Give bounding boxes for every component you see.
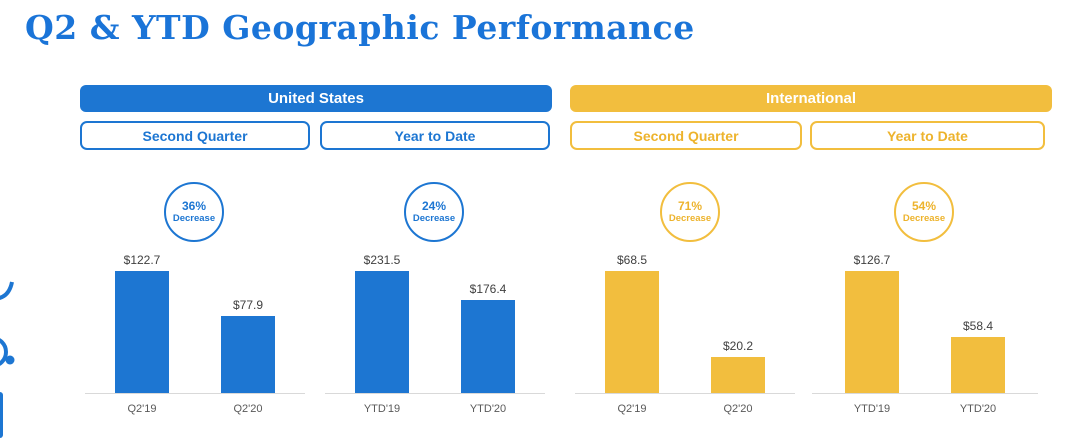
subheader-label: Second Quarter <box>633 127 739 144</box>
subheader-label: Year to Date <box>394 127 476 144</box>
bar-ytd-20 <box>461 300 515 393</box>
chart-intl-second-quarter: $68.5 $20.2 Q2'19 Q2'20 <box>575 236 795 415</box>
plot-area: $68.5 $20.2 <box>575 236 795 394</box>
bar-value-label: $20.2 <box>722 339 754 353</box>
subheader-us-year-to-date: Year to Date <box>320 121 550 150</box>
badge-percent: 71% <box>677 199 703 213</box>
x-axis: YTD'19 YTD'20 <box>812 403 1038 415</box>
x-axis-label: Q2'19 <box>617 403 647 415</box>
plot-area: $122.7 $77.9 <box>85 236 305 394</box>
magnifier-icon <box>0 281 15 438</box>
plot-area: $231.5 $176.4 <box>325 236 545 394</box>
badge-word: Decrease <box>902 213 946 224</box>
badge-us-ytd-decrease: 24% Decrease <box>404 182 464 242</box>
bar-group: $122.7 <box>115 253 169 393</box>
x-axis-label: Q2'19 <box>127 403 157 415</box>
plot-area: $126.7 $58.4 <box>812 236 1038 394</box>
bar-group: $176.4 <box>461 282 515 393</box>
x-axis-label: Q2'20 <box>233 403 263 415</box>
section-header-united-states: United States <box>80 85 552 112</box>
chart-us-year-to-date: $231.5 $176.4 YTD'19 YTD'20 <box>325 236 545 415</box>
bar-q2-19 <box>115 271 169 393</box>
bar-group: $20.2 <box>711 339 765 393</box>
x-axis-label: YTD'20 <box>959 403 997 415</box>
decorative-logo <box>0 280 30 448</box>
section-header-label: United States <box>268 90 364 107</box>
bar-value-label: $231.5 <box>363 253 401 267</box>
badge-intl-q2-decrease: 71% Decrease <box>660 182 720 242</box>
bar-value-label: $58.4 <box>962 319 994 333</box>
chart-intl-year-to-date: $126.7 $58.4 YTD'19 YTD'20 <box>812 236 1038 415</box>
bar-q2-20 <box>221 316 275 393</box>
x-axis-label: YTD'19 <box>853 403 891 415</box>
x-axis-label: Q2'20 <box>723 403 753 415</box>
subheader-label: Second Quarter <box>142 127 248 144</box>
x-axis: Q2'19 Q2'20 <box>575 403 795 415</box>
bar-ytd-19 <box>355 271 409 393</box>
subheader-intl-second-quarter: Second Quarter <box>570 121 802 150</box>
badge-percent: 36% <box>181 199 207 213</box>
bar-group: $68.5 <box>605 253 659 393</box>
subheader-intl-year-to-date: Year to Date <box>810 121 1045 150</box>
bar-value-label: $126.7 <box>853 253 891 267</box>
bar-value-label: $77.9 <box>232 298 264 312</box>
badge-intl-ytd-decrease: 54% Decrease <box>894 182 954 242</box>
bar-q2-19 <box>605 271 659 393</box>
page-title: Q2 & YTD Geographic Performance <box>25 8 695 47</box>
badge-word: Decrease <box>412 213 456 224</box>
badge-us-q2-decrease: 36% Decrease <box>164 182 224 242</box>
bar-value-label: $176.4 <box>469 282 507 296</box>
bar-q2-20 <box>711 357 765 393</box>
section-header-label: International <box>765 90 856 107</box>
badge-percent: 24% <box>421 199 447 213</box>
bar-value-label: $122.7 <box>123 253 161 267</box>
bar-group: $58.4 <box>951 319 1005 393</box>
bar-ytd-19 <box>845 271 899 393</box>
bar-ytd-20 <box>951 337 1005 393</box>
bar-value-label: $68.5 <box>616 253 648 267</box>
x-axis: Q2'19 Q2'20 <box>85 403 305 415</box>
subheader-label: Year to Date <box>887 127 968 144</box>
chart-us-second-quarter: $122.7 $77.9 Q2'19 Q2'20 <box>85 236 305 415</box>
badge-word: Decrease <box>172 213 216 224</box>
x-axis-label: YTD'20 <box>469 403 507 415</box>
section-header-international: International <box>570 85 1052 112</box>
badge-percent: 54% <box>911 199 937 213</box>
x-axis-label: YTD'19 <box>363 403 401 415</box>
x-axis: YTD'19 YTD'20 <box>325 403 545 415</box>
bar-group: $126.7 <box>845 253 899 393</box>
bar-group: $231.5 <box>355 253 409 393</box>
bar-group: $77.9 <box>221 298 275 393</box>
subheader-us-second-quarter: Second Quarter <box>80 121 310 150</box>
badge-word: Decrease <box>668 213 712 224</box>
